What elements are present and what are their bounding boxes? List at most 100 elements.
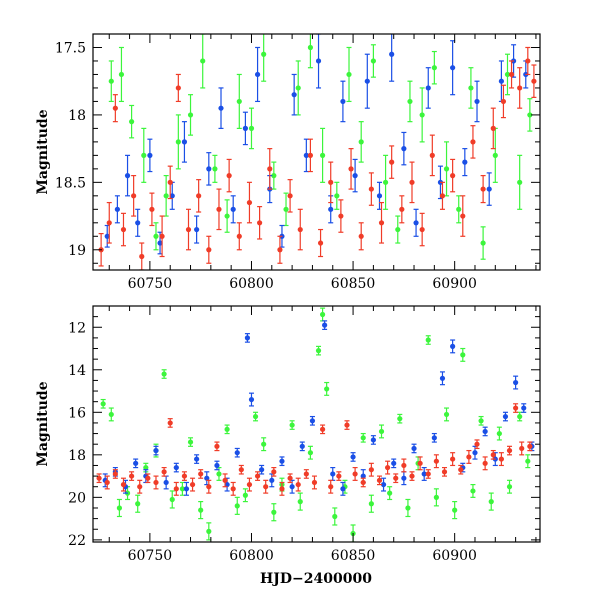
data-marker xyxy=(129,473,135,479)
data-marker xyxy=(370,437,376,443)
data-marker xyxy=(295,481,301,488)
data-point-red xyxy=(106,201,112,244)
bottom-panel-tick-labels: 60750 60800 60850 60900 12 14 16 18 20 22 xyxy=(68,320,477,564)
data-point-blue xyxy=(259,464,265,475)
data-point-blue xyxy=(431,432,437,443)
data-point-red xyxy=(238,464,244,475)
data-point-red xyxy=(368,172,374,206)
data-marker xyxy=(401,146,407,152)
data-marker xyxy=(153,233,159,239)
data-marker xyxy=(380,481,387,488)
data-point-green xyxy=(358,121,364,163)
data-point-red xyxy=(376,475,383,486)
data-point-red xyxy=(517,67,523,109)
data-point-green xyxy=(382,154,389,210)
data-marker xyxy=(358,233,364,239)
data-marker xyxy=(482,460,488,466)
series-green xyxy=(100,307,531,542)
data-point-blue xyxy=(411,443,417,454)
data-point-red xyxy=(399,195,405,224)
data-point-blue xyxy=(183,481,190,496)
data-point-blue xyxy=(364,53,370,109)
data-point-blue xyxy=(291,73,297,116)
data-point-red xyxy=(409,161,415,204)
data-marker xyxy=(480,186,486,192)
data-point-red xyxy=(287,179,293,213)
data-point-green xyxy=(283,192,289,227)
data-point-green xyxy=(419,87,425,143)
data-point-red xyxy=(246,181,253,224)
data-point-red xyxy=(167,418,173,428)
data-marker xyxy=(246,481,253,488)
top-panel-ticks xyxy=(93,33,540,270)
data-marker xyxy=(350,454,356,460)
data-marker xyxy=(496,430,502,437)
data-marker xyxy=(490,125,496,131)
data-point-red xyxy=(161,466,167,477)
data-point-blue xyxy=(147,138,153,173)
data-marker xyxy=(397,416,403,422)
data-marker xyxy=(271,173,277,179)
data-point-blue xyxy=(450,339,456,354)
data-marker xyxy=(348,166,354,172)
data-marker xyxy=(330,471,336,477)
data-marker xyxy=(425,85,431,91)
data-marker xyxy=(299,443,305,449)
data-marker xyxy=(411,445,417,452)
data-marker xyxy=(368,501,374,507)
data-point-red xyxy=(236,222,242,251)
data-point-red xyxy=(439,181,446,210)
data-point-blue xyxy=(114,195,120,224)
data-marker xyxy=(214,462,220,469)
y-tick-label: 18 xyxy=(68,108,86,124)
data-marker xyxy=(340,486,346,492)
data-point-green xyxy=(527,98,533,132)
data-point-blue xyxy=(299,441,305,452)
data-point-green xyxy=(315,345,322,356)
data-marker xyxy=(271,509,277,515)
data-marker xyxy=(401,462,407,469)
data-point-green xyxy=(236,73,242,129)
data-point-red xyxy=(319,424,326,435)
data-marker xyxy=(295,85,301,91)
data-marker xyxy=(517,413,523,420)
data-marker xyxy=(502,413,509,420)
data-point-red xyxy=(206,479,212,494)
data-marker xyxy=(204,475,210,481)
data-marker xyxy=(179,486,185,492)
data-marker xyxy=(263,484,269,490)
data-point-red xyxy=(433,454,439,469)
data-point-green xyxy=(169,490,175,509)
data-marker xyxy=(120,226,127,233)
data-marker xyxy=(525,458,531,464)
data-point-red xyxy=(257,206,263,240)
data-point-red xyxy=(112,469,118,479)
data-point-green xyxy=(443,407,450,422)
data-marker xyxy=(175,85,181,91)
data-point-green xyxy=(234,496,240,515)
data-marker xyxy=(169,496,175,503)
data-marker xyxy=(429,152,435,158)
data-marker xyxy=(393,475,399,481)
data-marker xyxy=(506,484,513,490)
data-point-green xyxy=(443,141,450,197)
data-marker xyxy=(486,186,492,192)
data-marker xyxy=(360,479,366,486)
data-marker xyxy=(104,479,110,486)
data-marker xyxy=(181,473,188,479)
x-tick-label: 60800 xyxy=(229,548,274,564)
data-marker xyxy=(368,186,374,192)
data-marker xyxy=(419,226,425,233)
data-point-blue xyxy=(352,158,358,193)
data-marker xyxy=(242,125,248,131)
data-point-green xyxy=(141,127,147,183)
data-marker xyxy=(346,71,352,78)
x-tick-label: 60800 xyxy=(229,276,274,292)
data-point-green xyxy=(319,307,326,322)
data-marker xyxy=(401,475,407,481)
data-marker xyxy=(322,322,328,328)
data-marker xyxy=(254,473,261,479)
data-marker xyxy=(478,418,484,424)
data-point-green xyxy=(517,411,523,422)
data-point-blue xyxy=(413,208,419,237)
